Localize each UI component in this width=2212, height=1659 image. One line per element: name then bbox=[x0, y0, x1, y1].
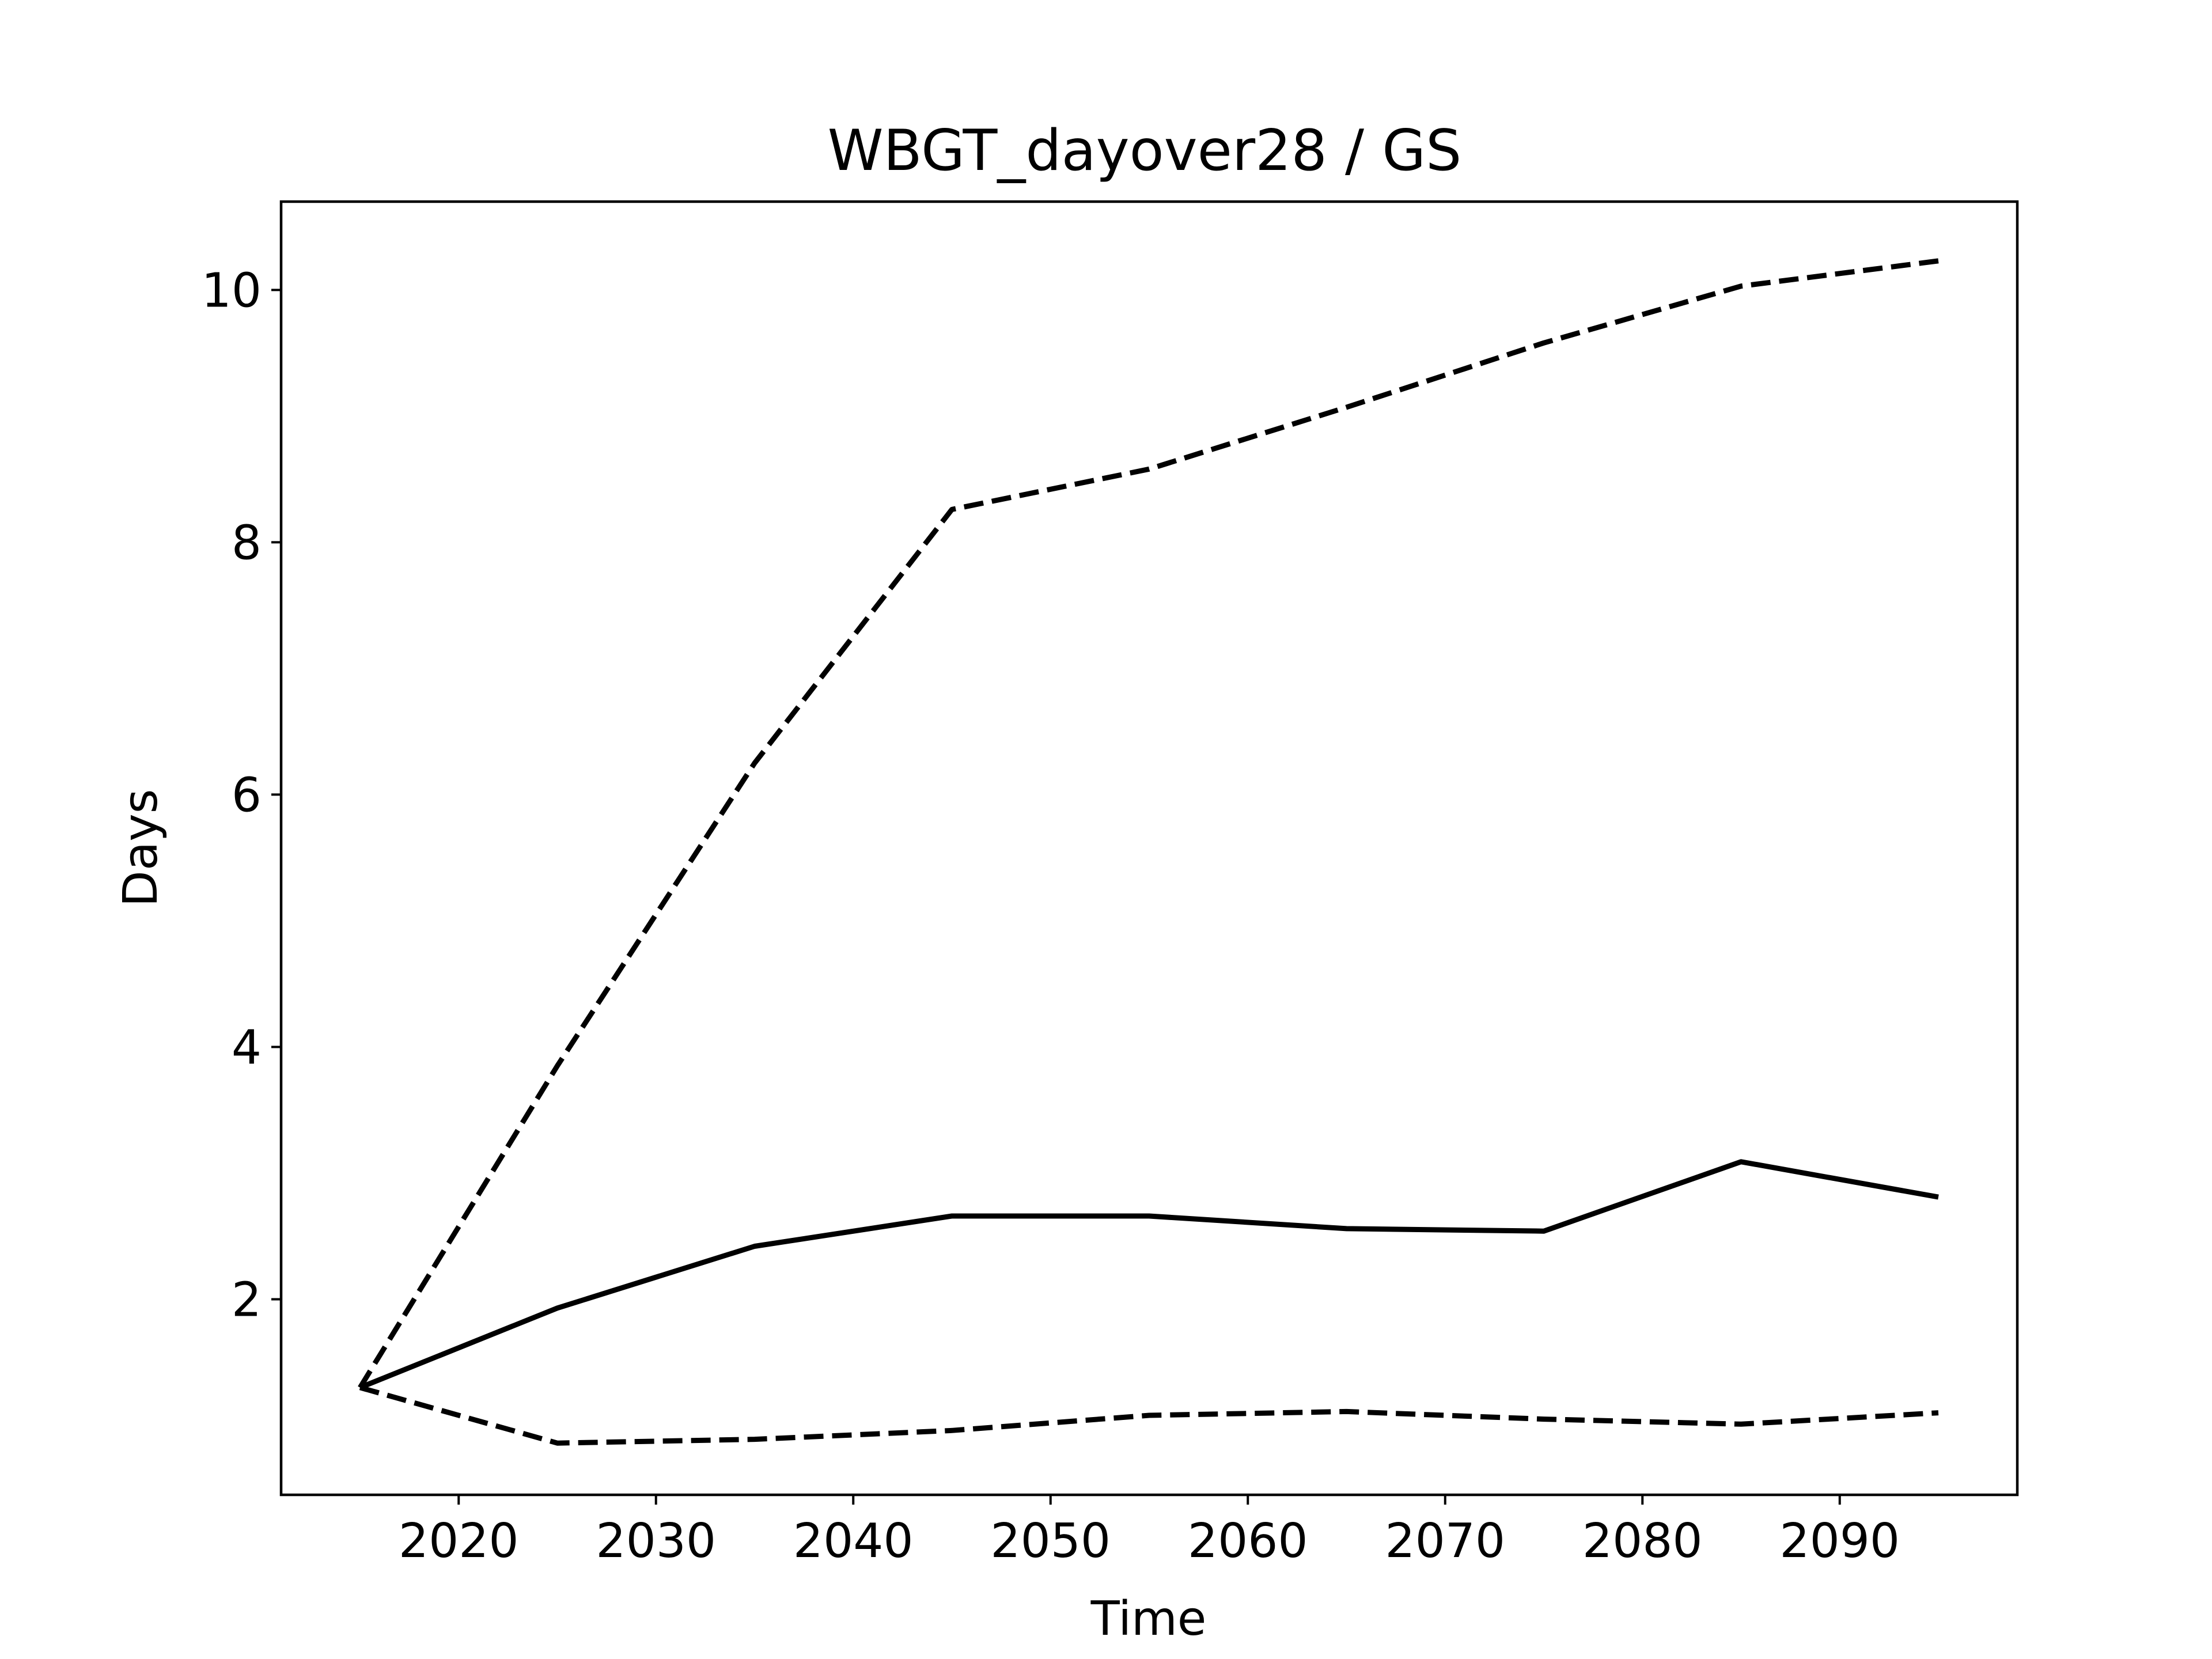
x-axis-label: Time bbox=[1090, 1592, 1207, 1646]
chart-title: WBGT_dayover28 / GS bbox=[828, 118, 1462, 184]
x-tick-label: 2020 bbox=[399, 1514, 519, 1569]
x-tick-label: 2040 bbox=[793, 1514, 914, 1569]
x-tick-label: 2080 bbox=[1582, 1514, 1703, 1569]
y-tick-label: 10 bbox=[202, 263, 262, 318]
y-tick-label: 2 bbox=[232, 1273, 262, 1328]
x-tick-label: 2030 bbox=[596, 1514, 716, 1569]
series-group bbox=[358, 258, 1939, 1446]
x-tick-label: 2060 bbox=[1188, 1514, 1308, 1569]
y-tick-label: 6 bbox=[232, 768, 262, 823]
y-axis-ticks: 2 4 6 8 10 bbox=[202, 263, 281, 1328]
x-tick-label: 2050 bbox=[990, 1514, 1111, 1569]
x-tick-label: 2090 bbox=[1779, 1514, 1900, 1569]
series-line-3 bbox=[359, 1385, 1939, 1446]
x-axis-ticks: 2020 2030 2040 2050 2060 2070 2080 2090 bbox=[399, 1495, 1900, 1569]
series-line-2 bbox=[358, 258, 1939, 1389]
plot-frame bbox=[279, 200, 2019, 1497]
y-axis-label: Days bbox=[113, 789, 168, 907]
y-tick-label: 4 bbox=[232, 1020, 262, 1075]
plot-area: 2020 2030 2040 2050 2060 2070 2080 2090 2 4 6 8 10 bbox=[202, 200, 2019, 1569]
series-line-1 bbox=[359, 1159, 1939, 1390]
y-tick-label: 8 bbox=[232, 516, 262, 570]
x-tick-label: 2070 bbox=[1385, 1514, 1505, 1569]
